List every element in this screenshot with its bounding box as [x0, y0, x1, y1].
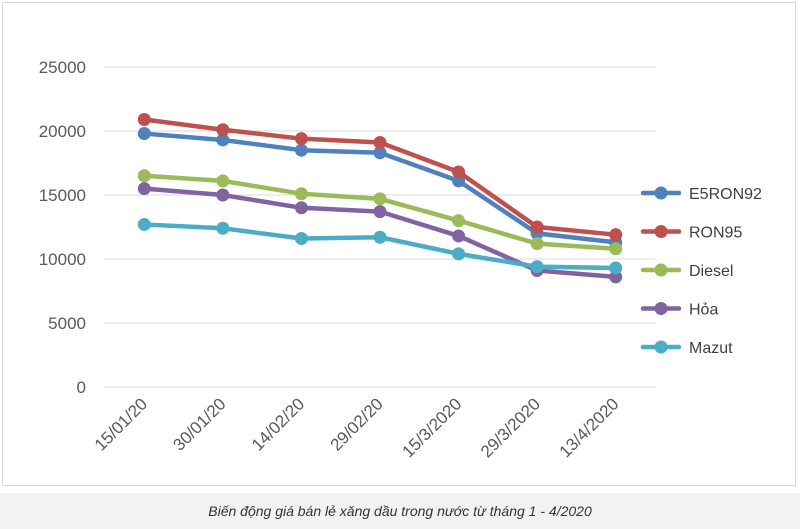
legend-marker — [654, 225, 668, 238]
data-point — [452, 174, 466, 188]
gridlines — [105, 66, 655, 388]
legend-label: Hỏa — [689, 302, 718, 319]
data-point — [609, 228, 623, 242]
x-tick-label: 14/02/20 — [248, 394, 308, 454]
data-point — [530, 220, 544, 234]
data-point — [137, 127, 151, 141]
data-point — [137, 182, 151, 196]
legend-marker — [654, 340, 668, 354]
data-point — [452, 165, 466, 179]
data-point — [452, 247, 466, 261]
x-axis-ticks: 15/01/20 30/01/20 14/02/20 29/02/20 15/3/202… — [91, 394, 623, 461]
data-point — [294, 187, 308, 201]
y-tick-label: 5000 — [48, 314, 86, 333]
data-point — [137, 217, 151, 231]
data-point — [530, 237, 544, 251]
data-point — [373, 230, 387, 244]
data-point — [294, 232, 308, 246]
data-point — [216, 174, 230, 188]
x-tick-label: 15/3/2020 — [398, 394, 465, 461]
caption-bar: Biến động giá bán lẻ xăng dầu trong nước… — [0, 493, 800, 529]
data-point — [373, 205, 387, 219]
legend-item: E5RON92 — [640, 186, 762, 203]
data-point — [609, 242, 623, 256]
data-point — [216, 188, 230, 202]
data-point — [609, 270, 623, 284]
data-point — [373, 136, 387, 150]
y-tick-label: 0 — [77, 378, 86, 397]
data-point — [373, 146, 387, 160]
data-point — [137, 112, 151, 126]
data-point — [373, 192, 387, 206]
data-point — [294, 201, 308, 215]
x-tick-label: 29/3/2020 — [477, 394, 544, 461]
data-point — [216, 123, 230, 137]
chart-frame — [2, 2, 796, 486]
series-mazut — [137, 217, 623, 275]
data-point — [294, 143, 308, 157]
y-axis-ticks: 0 5000 10000 15000 20000 25000 — [39, 58, 86, 397]
data-point — [137, 169, 151, 183]
data-point — [452, 214, 466, 228]
data-point — [609, 261, 623, 275]
y-tick-label: 15000 — [39, 186, 86, 205]
legend: E5RON92 RON95 Diesel Hỏa Mazut — [640, 186, 762, 357]
data-point — [216, 133, 230, 147]
legend-label: Mazut — [689, 340, 733, 357]
legend-item: RON95 — [640, 225, 742, 242]
x-tick-label: 13/4/2020 — [556, 394, 623, 461]
legend-item: Mazut — [640, 340, 733, 357]
y-tick-label: 20000 — [39, 122, 86, 141]
legend-label: Diesel — [689, 263, 733, 280]
legend-label: RON95 — [689, 225, 742, 242]
x-tick-label: 30/01/20 — [169, 394, 229, 454]
x-tick-label: 15/01/20 — [91, 394, 151, 454]
caption: Biến động giá bán lẻ xăng dầu trong nước… — [208, 503, 592, 519]
series-ron95 — [137, 112, 623, 242]
data-point — [294, 132, 308, 146]
data-point — [216, 221, 230, 235]
legend-marker — [654, 263, 668, 277]
legend-marker — [654, 302, 668, 315]
series-diesel — [137, 169, 623, 256]
legend-marker — [654, 186, 668, 200]
y-tick-label: 25000 — [39, 58, 86, 77]
legend-label: E5RON92 — [689, 186, 762, 203]
x-tick-label: 29/02/20 — [327, 394, 387, 454]
data-point — [452, 229, 466, 243]
line-chart: 0 5000 10000 15000 20000 25000 15/01/20 30/01/… — [39, 58, 762, 461]
legend-item: Diesel — [640, 263, 733, 280]
data-point — [530, 260, 544, 274]
legend-item: Hỏa — [640, 302, 718, 319]
y-tick-label: 10000 — [39, 250, 86, 269]
series-lines — [137, 112, 623, 284]
